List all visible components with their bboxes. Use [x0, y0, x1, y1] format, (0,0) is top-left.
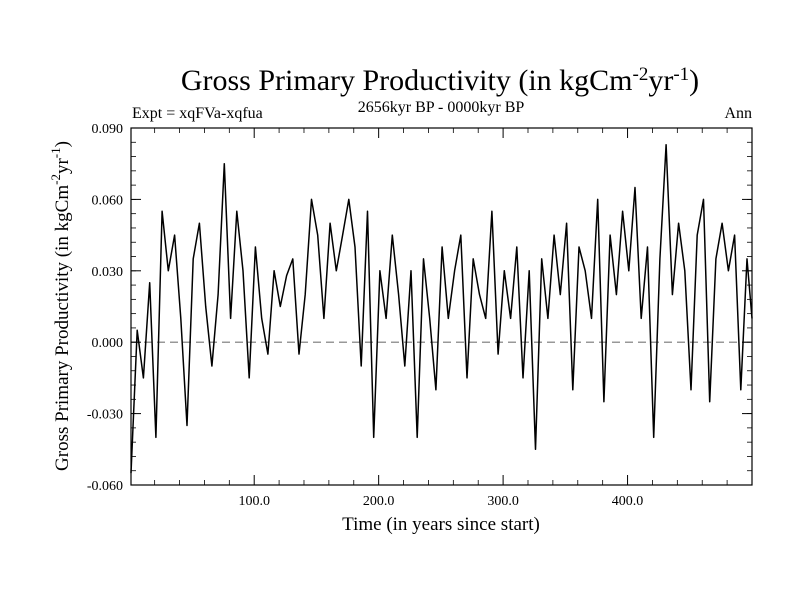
x-axis-label: Time (in years since start) [342, 514, 540, 535]
time-range-label: 2656kyr BP - 0000kyr BP [358, 99, 525, 116]
chart-title: Gross Primary Productivity (in kgCm-2yr-… [181, 64, 699, 97]
x-tick-label: 200.0 [363, 494, 395, 509]
experiment-label: Expt = xqFVa-xqfua [132, 105, 263, 122]
plot-area: -0.060 -0.030 0.000 0.030 0.060 0.090 100.0 200… [87, 122, 753, 509]
y-tick-label: 0.030 [92, 265, 124, 280]
data-series-line-0 [130, 143, 753, 474]
y-axis-label: Gross Primary Productivity (in kgCm-2yr-… [48, 141, 73, 471]
y-tick-label: 0.000 [92, 336, 124, 351]
x-tick-label: 400.0 [612, 494, 644, 509]
x-tick-label: 100.0 [238, 494, 270, 509]
y-tick-label: 0.090 [92, 122, 124, 137]
x-tick-label: 300.0 [487, 494, 519, 509]
y-tick-label: -0.030 [87, 408, 123, 423]
y-tick-label: -0.060 [87, 479, 123, 494]
y-tick-label: 0.060 [92, 193, 124, 208]
season-label: Ann [724, 105, 752, 122]
plot-frame [130, 127, 753, 486]
